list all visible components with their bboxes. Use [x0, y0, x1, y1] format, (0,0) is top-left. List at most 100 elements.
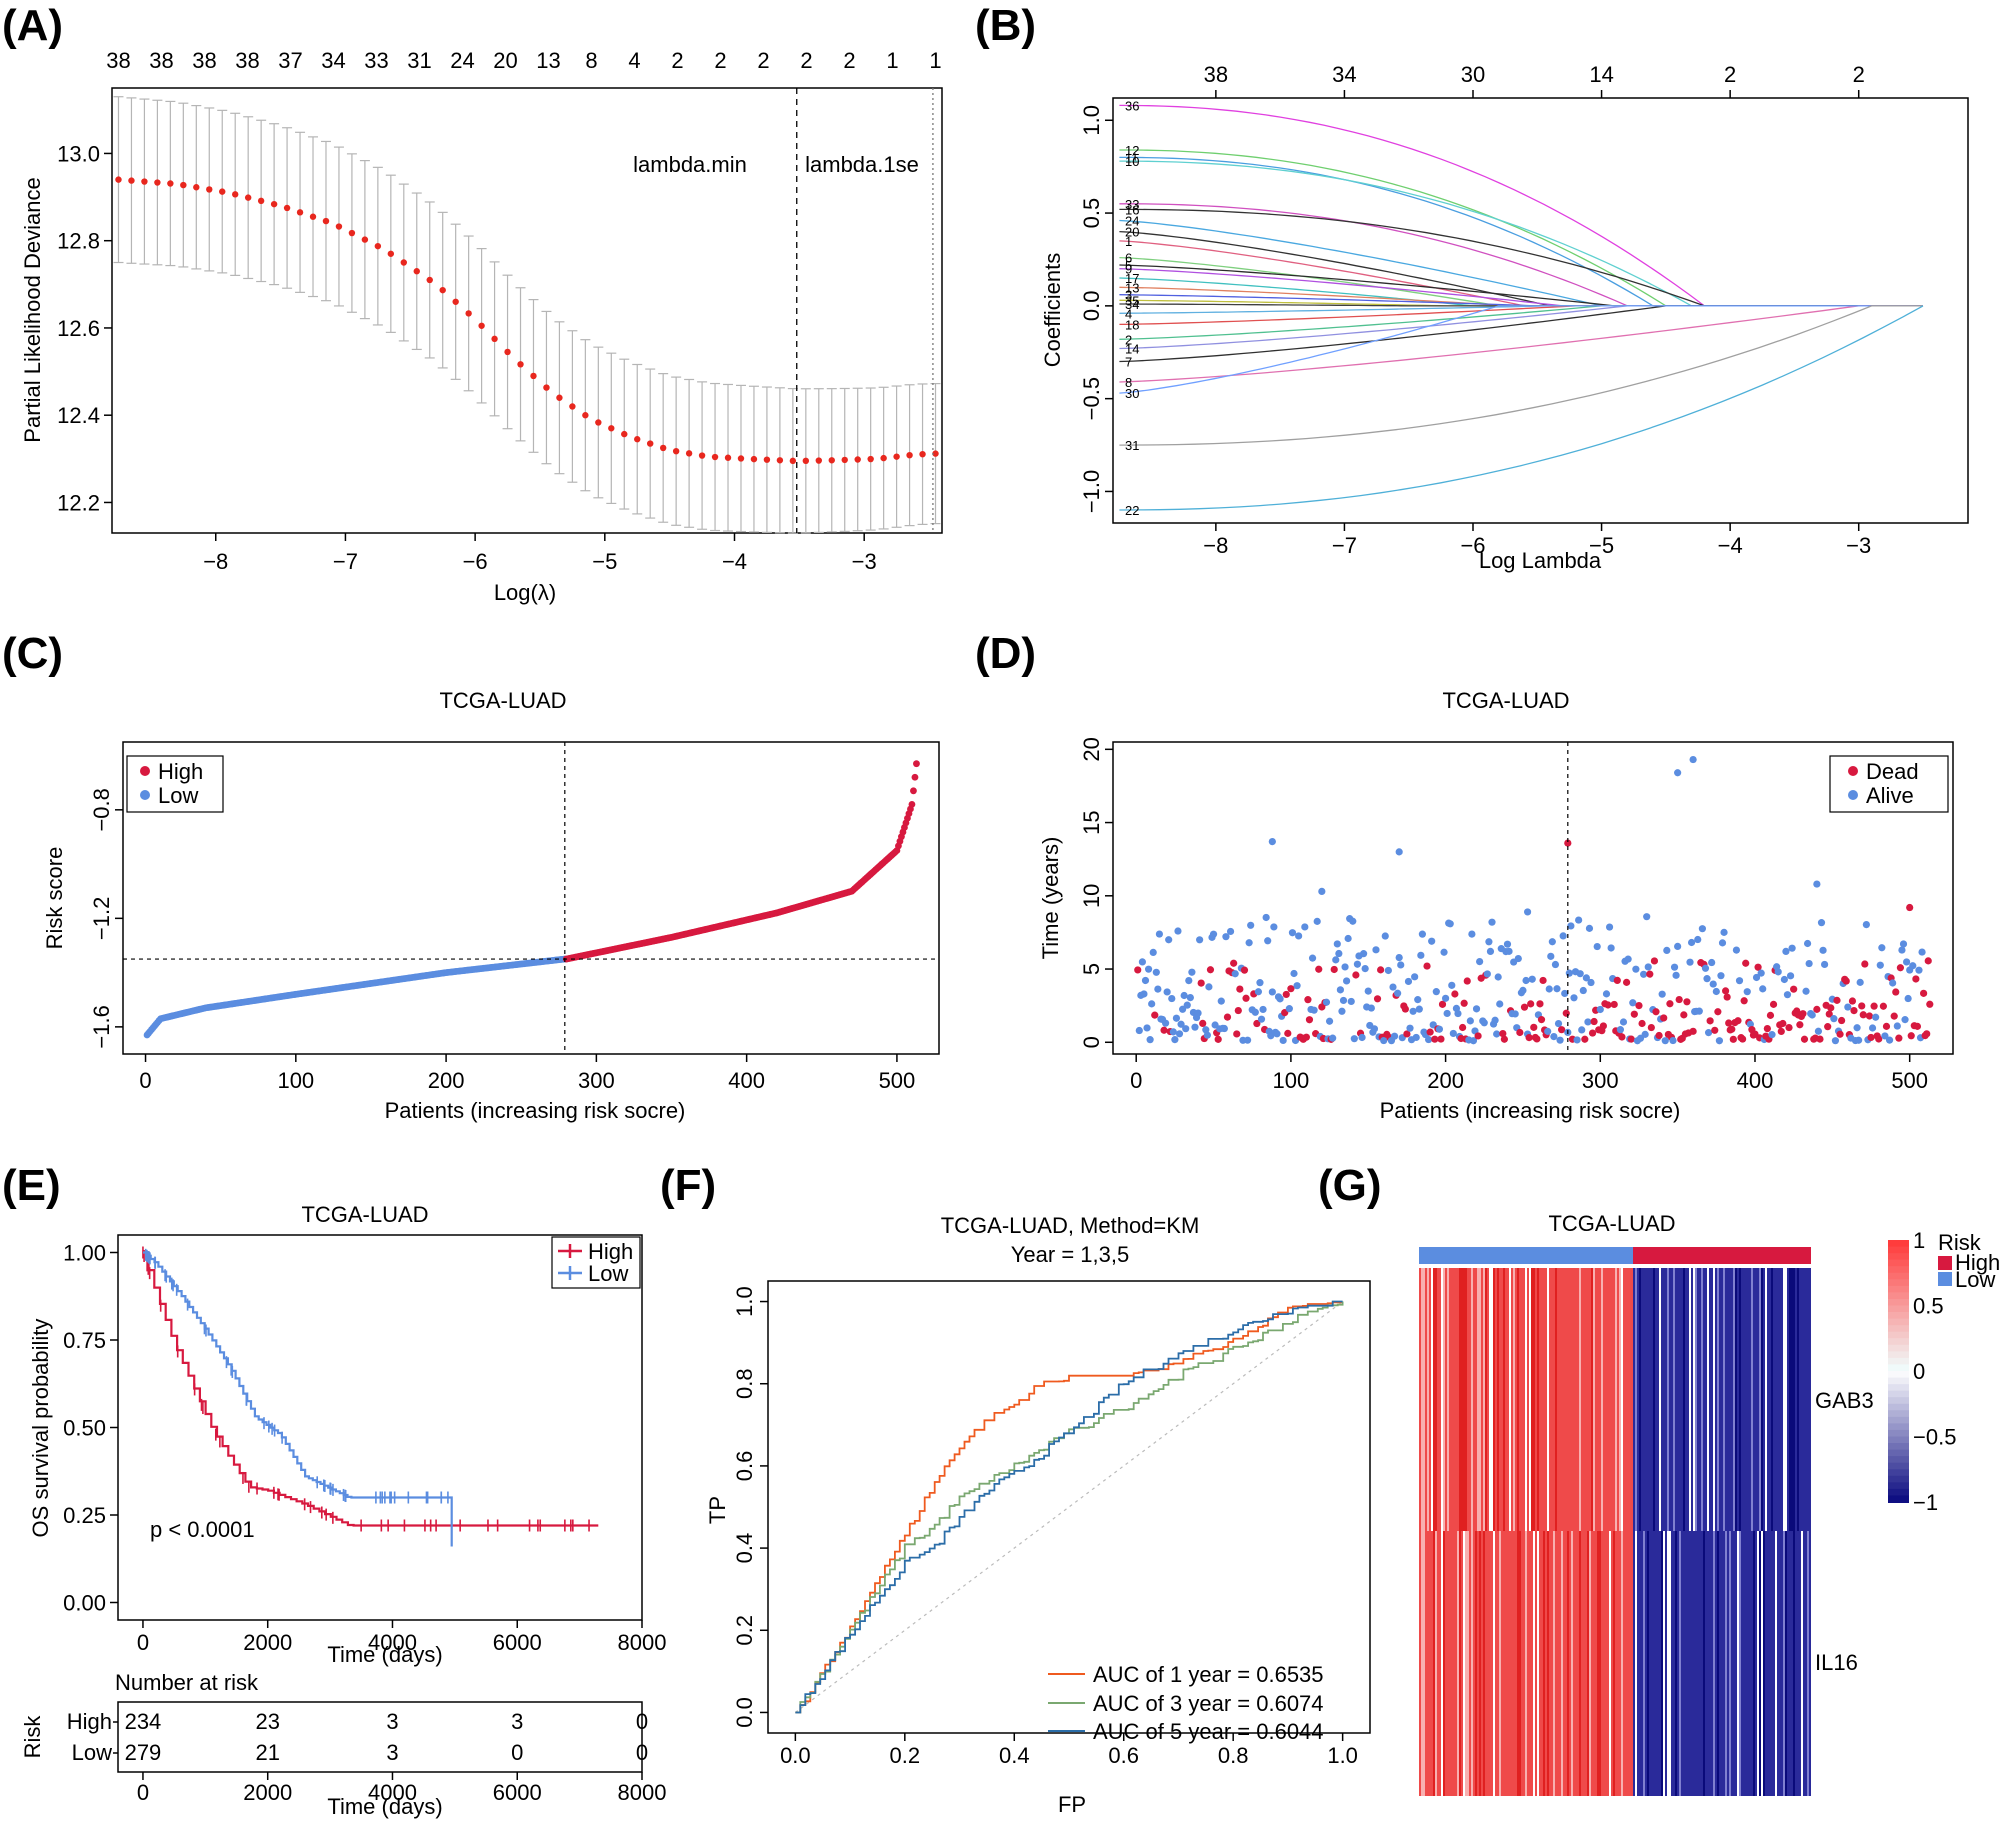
risk-table: High 234 23 3 3 0 Low 279 21 3 0 0 0 2000 4000 6000 8000: [67, 1709, 667, 1805]
a-mean-point: [167, 180, 174, 187]
g-heatmap-cell: [1423, 1268, 1425, 1531]
panel-a-plot: −8 −7 −6 −5 −4 −3 12.2 12.4 12.6 12.8 13.0 38 38 38 38…: [57, 48, 941, 574]
d-point-alive: [1144, 965, 1153, 973]
g-heatmap-cell: [1729, 1531, 1731, 1796]
risk-count: 234: [125, 1709, 162, 1734]
d-point-alive: [1417, 951, 1425, 959]
panel-f: (F) TCGA-LUAD, Method=KM Year = 1,3,5 0.…: [660, 1161, 1371, 1817]
d-point-dead: [1197, 979, 1205, 987]
a-mean-point: [582, 412, 589, 419]
a-mean-point: [387, 250, 395, 257]
f-ytick-label: 0.6: [732, 1451, 757, 1482]
d-ytick-label: 10: [1079, 884, 1104, 908]
d-point-alive: [1336, 986, 1345, 994]
g-heatmap-cell: [1465, 1531, 1467, 1796]
d-point-alive: [1505, 947, 1513, 955]
g-heatmap-cell: [1589, 1531, 1591, 1796]
d-point-dead: [1537, 1016, 1546, 1024]
g-heatmap-cell: [1783, 1531, 1785, 1796]
d-point-dead: [1284, 1029, 1292, 1037]
heatmap-legend-high-swatch: [1938, 1256, 1952, 1270]
d-point-dead: [1655, 1031, 1663, 1040]
d-point-alive: [1774, 968, 1782, 976]
risk-table-frame: [117, 1701, 643, 1773]
heatmap-row-label-gab3: GAB3: [1815, 1388, 1874, 1413]
heatmap-legend-low-swatch: [1938, 1272, 1952, 1286]
a-mean-point: [763, 456, 771, 463]
legend-low-label: Low: [158, 783, 198, 808]
d-point-alive: [1607, 944, 1615, 952]
d-point-dead: [1882, 1022, 1891, 1030]
d-point-dead: [1613, 976, 1621, 985]
b-coef-label: 7: [1125, 355, 1132, 370]
a-mean-point: [232, 191, 239, 198]
g-scale-step: [1888, 1488, 1909, 1497]
g-heatmap-cell: [1483, 1531, 1485, 1796]
d-point-dead: [1728, 1025, 1736, 1033]
d-point-alive: [1245, 939, 1253, 947]
d-point-dead: [1842, 977, 1850, 985]
d-point-dead: [1796, 1021, 1804, 1029]
g-heatmap-cell: [1475, 1531, 1477, 1796]
panel-b: (B) −8 −7 −6 −5 −4 −338 34 30 14 2 2−1.0−0.50.00.5…: [975, 1, 1969, 573]
a-mean-point: [348, 229, 356, 237]
g-heatmap-cell: [1599, 1531, 1601, 1796]
g-heatmap-cell: [1431, 1268, 1433, 1531]
d-point-alive: [1380, 1036, 1388, 1045]
legend-auc1-label: AUC of 1 year = 0.6535: [1093, 1662, 1324, 1687]
g-heatmap-cell: [1801, 1531, 1803, 1796]
g-scale-tick-label: 1: [1913, 1228, 1925, 1253]
d-point-dead: [1377, 966, 1385, 974]
risk-xtick-label: 4000: [368, 1780, 417, 1805]
d-point-alive: [1443, 1009, 1451, 1018]
d-point-dead: [1779, 1019, 1787, 1028]
e-ytick-label: 1.00: [63, 1241, 106, 1266]
g-heatmap-cell: [1639, 1268, 1641, 1531]
g-scale-step: [1888, 1312, 1909, 1320]
g-heatmap-cell: [1571, 1531, 1573, 1796]
b-coef-path: [1119, 299, 1923, 307]
d-point-alive: [1268, 988, 1276, 996]
b-coef-path: [1119, 294, 1923, 307]
heatmap-legend-low-label: Low: [1955, 1267, 1995, 1292]
d-point-dead: [1500, 1035, 1508, 1043]
b-coef-path: [1119, 219, 1923, 307]
g-heatmap-cell: [1759, 1531, 1761, 1796]
panel-g-label: (G): [1318, 1161, 1382, 1210]
b-xtick-label: −4: [1718, 533, 1743, 558]
d-point-alive: [1293, 982, 1301, 990]
g-heatmap-cell: [1461, 1268, 1463, 1531]
d-point-dead: [1431, 1035, 1439, 1043]
b-coef-label: 30: [1125, 386, 1139, 401]
c-point-high: [913, 760, 920, 768]
a-ytick-label: 12.4: [57, 403, 100, 428]
d-point-dead: [1848, 997, 1857, 1005]
d-point-alive: [1605, 923, 1614, 931]
d-point-alive: [1556, 1036, 1564, 1044]
a-top-count: 31: [407, 48, 431, 73]
d-point-alive: [1381, 932, 1389, 940]
d-point-dead: [1813, 1005, 1821, 1013]
g-heatmap-cell: [1667, 1268, 1669, 1531]
g-heatmap-cell: [1689, 1268, 1691, 1531]
d-point-dead: [1833, 996, 1841, 1004]
d-point-alive: [1899, 940, 1908, 948]
panel-d-xlabel: Patients (increasing risk socre): [1380, 1098, 1681, 1123]
b-coef-path: [1119, 104, 1923, 307]
g-scale-step: [1888, 1475, 1909, 1484]
d-point-dead: [1401, 1005, 1409, 1013]
d-ytick-label: 0: [1079, 1036, 1104, 1048]
a-mean-point: [180, 181, 187, 189]
a-mean-point: [867, 455, 874, 463]
panel-f-label: (F): [660, 1161, 716, 1210]
d-point-alive: [1885, 1036, 1894, 1044]
g-scale-step: [1888, 1318, 1909, 1327]
d-point-dead: [1734, 1017, 1742, 1025]
panel-f-plot: 0.0 0.2 0.4 0.6 0.8 1.0 0.0 0.2 0.4 0.6 0.8 1.0: [732, 1286, 1358, 1768]
d-point-dead: [1459, 1023, 1467, 1032]
d-point-alive: [1493, 1030, 1501, 1038]
a-xtick-label: −7: [333, 549, 358, 574]
d-point-alive: [1262, 913, 1270, 922]
d-point-alive: [1783, 991, 1792, 999]
d-point-alive: [1619, 1018, 1628, 1026]
